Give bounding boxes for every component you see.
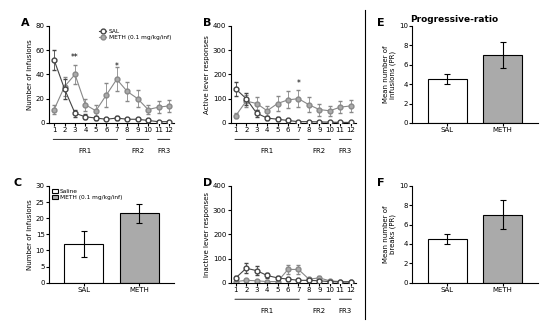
Text: FR2: FR2 xyxy=(313,148,326,154)
Legend: SAL, METH (0.1 mg/kg/inf): SAL, METH (0.1 mg/kg/inf) xyxy=(99,29,171,40)
Bar xyxy=(64,244,103,283)
Text: FR1: FR1 xyxy=(261,148,274,154)
Text: FR3: FR3 xyxy=(157,148,171,154)
Bar xyxy=(483,55,522,123)
Y-axis label: Inactive lever responses: Inactive lever responses xyxy=(204,192,210,277)
Bar xyxy=(427,239,466,283)
Text: C: C xyxy=(14,178,22,188)
Y-axis label: Number of infusions: Number of infusions xyxy=(27,39,33,110)
Text: B: B xyxy=(203,18,211,28)
Text: FR3: FR3 xyxy=(339,308,352,314)
Bar xyxy=(427,79,466,123)
Text: FR1: FR1 xyxy=(261,308,274,314)
Legend: Saline, METH (0.1 mg/kg/inf): Saline, METH (0.1 mg/kg/inf) xyxy=(52,189,123,200)
Text: Progressive-ratio: Progressive-ratio xyxy=(410,15,498,24)
Text: D: D xyxy=(203,178,212,188)
Text: E: E xyxy=(377,18,385,28)
Text: F: F xyxy=(377,178,384,188)
Text: FR1: FR1 xyxy=(79,148,92,154)
Y-axis label: Number of infusions: Number of infusions xyxy=(27,199,33,270)
Y-axis label: Mean number of
infusions (PR): Mean number of infusions (PR) xyxy=(383,46,396,103)
Text: *: * xyxy=(115,62,119,71)
Text: **: ** xyxy=(71,53,79,62)
Text: FR2: FR2 xyxy=(313,308,326,314)
Text: A: A xyxy=(21,18,30,28)
Text: FR2: FR2 xyxy=(131,148,144,154)
Y-axis label: Mean number of
breaks (PR): Mean number of breaks (PR) xyxy=(383,205,396,263)
Text: FR3: FR3 xyxy=(339,148,352,154)
Bar xyxy=(120,213,159,283)
Text: *: * xyxy=(296,79,300,88)
Bar xyxy=(483,215,522,283)
Y-axis label: Active lever responses: Active lever responses xyxy=(204,35,210,114)
